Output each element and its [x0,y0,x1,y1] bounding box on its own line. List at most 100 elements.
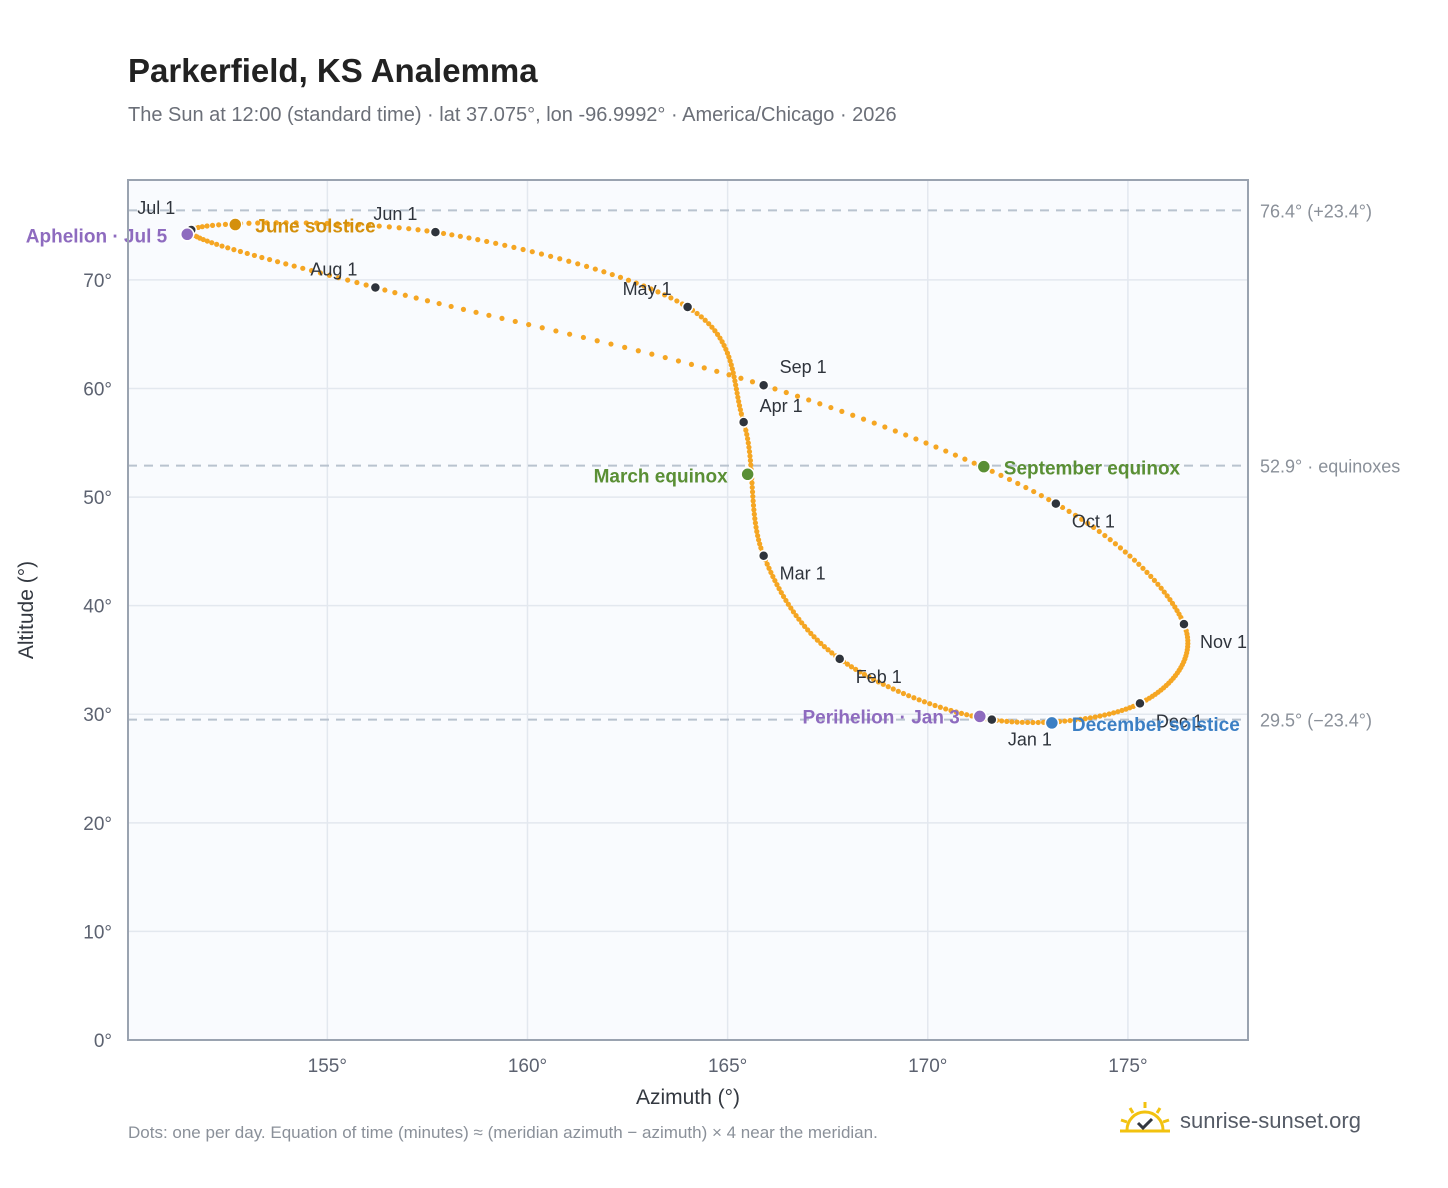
daily-dot [1092,714,1098,720]
daily-dot [622,344,628,350]
daily-dot [608,341,614,347]
event-markers: Aphelion · Jul 5 June solstice March equin… [26,217,1240,736]
daily-dot [989,468,995,474]
daily-dot [1123,706,1129,712]
daily-dot [825,647,831,653]
daily-dot [264,220,270,226]
daily-dot [844,661,850,667]
daily-dot [200,236,206,243]
daily-dot [1127,553,1133,559]
daily-dot [885,684,891,690]
daily-dot [952,452,959,458]
daily-dot [749,489,756,495]
daily-dot [675,358,682,364]
daily-dot [892,428,898,434]
month-marker-dot [757,379,770,391]
x-tick-label: 155° [308,1056,347,1077]
daily-dot [1144,569,1150,575]
daily-dot [1136,561,1142,567]
daily-dot [1062,718,1068,724]
daily-dot [303,220,309,226]
y-tick-label: 0° [94,1031,112,1052]
daily-dot [662,292,668,298]
daily-dot [1111,710,1117,716]
daily-dot [783,389,789,396]
y-tick-label: 70° [83,271,112,292]
chart-subtitle: The Sun at 12:00 (standard time) · lat 3… [128,104,897,126]
daily-dot [737,407,743,413]
daily-dot [755,533,761,539]
daily-dot [848,664,855,670]
daily-dot [625,277,632,283]
daily-dot [204,238,210,244]
daily-dot [259,254,265,261]
daily-dot [1082,716,1088,722]
daily-dot [890,686,896,692]
daily-dot [231,247,237,253]
daily-dot [875,679,882,685]
daily-dot [850,412,856,418]
daily-dot [216,222,222,228]
y-tick-label: 60° [83,379,112,400]
daily-dot [732,378,738,384]
daily-dot [757,541,763,547]
month-markers: Jan 1 Feb 1 Mar 1 Apr 1 May 1 Jun 1 Jul 1 Aug 1… [137,198,1247,750]
month-marker-label: Sep 1 [780,357,827,377]
daily-dot [219,243,225,249]
daily-dot [714,368,720,374]
y-tick-label: 30° [83,705,112,726]
daily-dot [818,640,824,646]
daily-dot [424,298,431,304]
daily-dot [1087,715,1093,721]
daily-dot [662,354,668,361]
axes: 0° 10° 20° 30° 40° 50° 60° 70° 155° 160° 165° 170° 1… [83,271,1147,1077]
grid [128,180,1248,1040]
daily-dot [382,287,388,293]
daily-dot [424,228,430,234]
daily-dot [392,290,398,296]
daily-dot [860,416,867,422]
daily-dot [736,402,743,409]
month-marker-label: Jan 1 [1008,730,1052,750]
plot-frame [127,179,1249,1041]
daily-dot [906,693,912,699]
daily-dot [923,440,929,446]
daily-dot [592,266,598,272]
y-tick-label: 50° [83,488,112,509]
daily-dot [499,315,505,321]
daily-dot [1014,719,1020,725]
daily-dot [617,274,624,280]
x-tick-label: 165° [708,1056,747,1077]
daily-dot [1158,585,1164,591]
daily-dot [688,361,695,368]
daily-dot [747,453,753,459]
daily-dot [255,220,261,226]
brand-logo: sunrise-sunset.org [1118,1100,1361,1141]
daily-dot [706,321,712,327]
daily-dot [806,397,812,403]
daily-dot [314,220,320,226]
daily-dot [744,436,751,442]
daily-dot [1085,520,1091,526]
daily-dot [880,681,886,687]
daily-dot [246,220,252,226]
y-axis-label: Altitude (°) [15,561,38,659]
daily-dot [772,577,778,584]
daily-dot [913,436,919,442]
daily-dot [933,444,939,450]
daily-dot [594,338,600,344]
daily-dot [396,225,402,231]
daily-dot [1009,719,1015,725]
daily-dot [793,612,799,619]
daily-dot [609,271,615,278]
daily-dot [583,263,590,270]
daily-dot [1019,719,1025,725]
chart-title: Parkerfield, KS Analemma [128,52,538,89]
daily-dot [712,328,718,334]
event-marker-dot [976,459,992,474]
daily-dot [529,249,535,255]
daily-dot [538,251,545,257]
daily-dot [209,222,216,228]
daily-dot [335,275,342,281]
